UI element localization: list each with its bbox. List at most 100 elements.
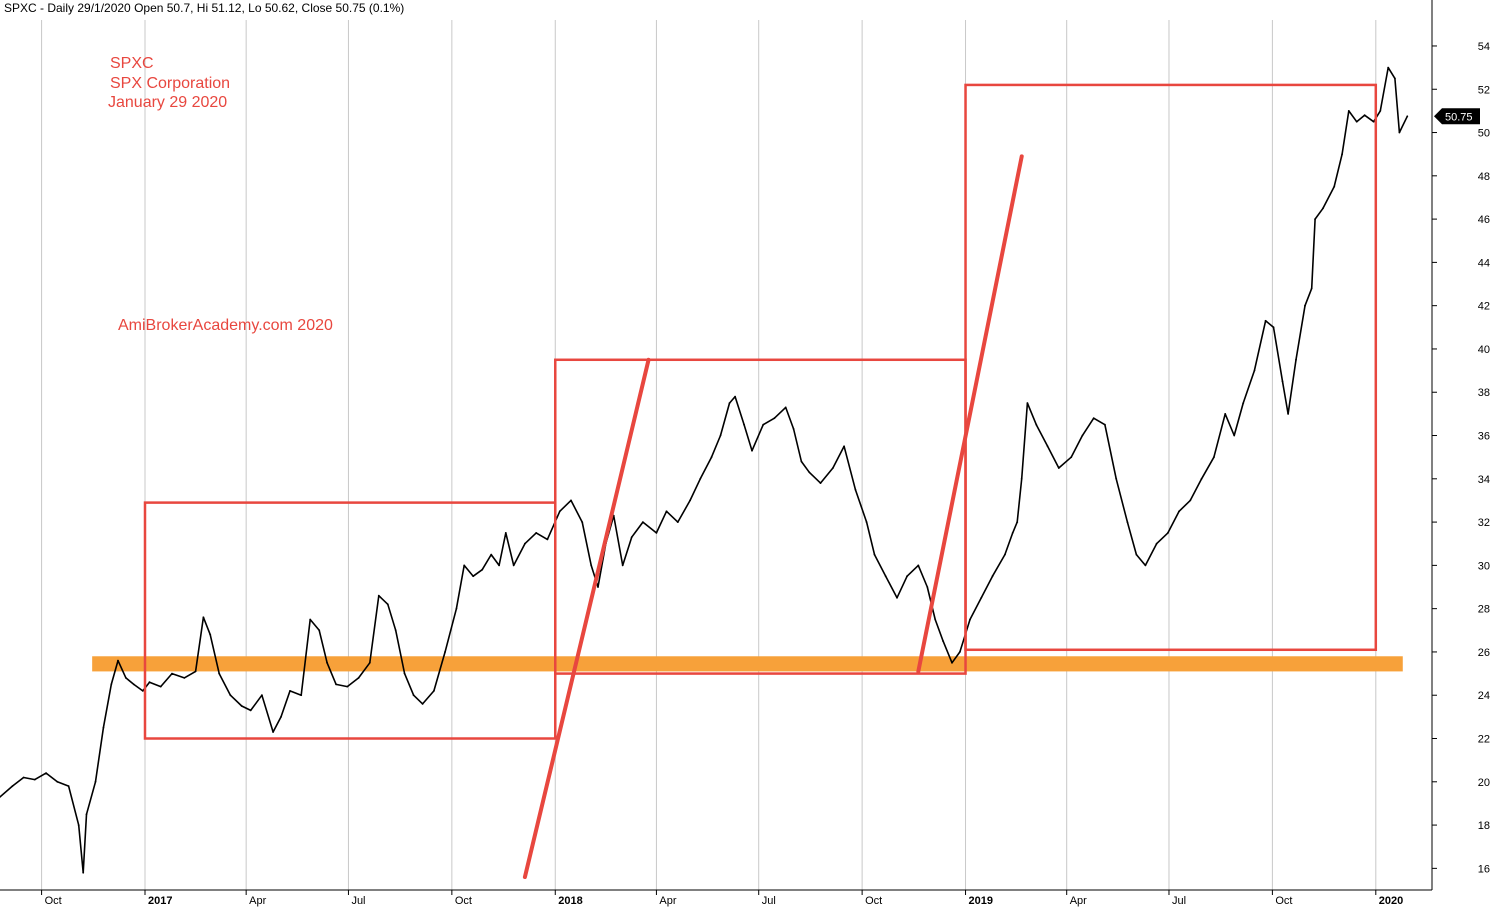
price-point [1200, 477, 1203, 480]
price-point [421, 703, 424, 705]
price-point [1016, 521, 1019, 523]
price-point [280, 716, 282, 718]
price-point [621, 564, 624, 567]
price-point [1126, 521, 1129, 523]
price-point [581, 521, 584, 523]
price-point [229, 694, 232, 697]
y-tick-label: 50 [1478, 128, 1490, 140]
price-point [1253, 369, 1256, 372]
price-point [1272, 326, 1275, 329]
price-point [117, 659, 119, 662]
price-point [472, 575, 475, 578]
price-point [403, 672, 406, 675]
price-point [689, 499, 691, 502]
price-point [33, 778, 36, 781]
price-point [926, 586, 929, 588]
price-point [980, 596, 983, 599]
price-point [1363, 114, 1366, 117]
price-point [504, 532, 507, 534]
price-point [1092, 417, 1095, 420]
price-point [249, 709, 252, 712]
price-point [699, 477, 702, 480]
company-annotation: SPX Corporation [110, 75, 230, 92]
price-point [784, 406, 787, 409]
price-point [570, 499, 572, 502]
price-point [773, 417, 776, 420]
price-point [0, 796, 1, 798]
price-point [535, 532, 538, 534]
x-tick-label: Jul [1172, 895, 1186, 907]
x-tick-label: Apr [659, 895, 676, 907]
price-point [1287, 413, 1289, 415]
price-point [377, 594, 380, 597]
price-point [289, 690, 291, 692]
price-point [710, 456, 713, 459]
price-point [969, 618, 971, 621]
price-point [335, 683, 337, 686]
price-point [67, 785, 70, 787]
price-point [1020, 477, 1023, 480]
x-tick-label: Jul [351, 895, 365, 907]
price-point [1333, 185, 1336, 188]
price-point [125, 677, 127, 679]
price-point [884, 575, 887, 578]
price-point [1387, 66, 1390, 69]
price-point [22, 776, 25, 779]
x-tick-label: 2018 [558, 895, 582, 907]
price-point [159, 685, 162, 688]
y-tick-label: 24 [1478, 690, 1490, 702]
price-point [240, 705, 243, 707]
range-box [964, 83, 1378, 652]
price-point [1035, 423, 1038, 426]
y-tick-label: 46 [1478, 214, 1490, 226]
price-point [546, 538, 549, 541]
y-tick-label: 52 [1478, 84, 1490, 96]
price-point [1398, 131, 1401, 134]
x-tick-label: 2020 [1379, 895, 1403, 907]
price-point [1178, 510, 1180, 513]
x-tick-label: Jul [762, 895, 776, 907]
price-point [655, 532, 658, 534]
price-point [1264, 319, 1267, 322]
price-point [1295, 358, 1297, 361]
price-point [728, 402, 731, 404]
trend-line [916, 154, 1024, 674]
price-point [951, 661, 953, 664]
price-point [498, 564, 500, 567]
price-point [1135, 553, 1138, 556]
price-point [1213, 456, 1215, 459]
price-point [433, 690, 435, 692]
chart-info-line: SPXC - Daily 29/1/2020 Open 50.7, Hi 51.… [4, 1, 404, 15]
price-point [762, 423, 765, 426]
last-price-tag: 50.75 [1434, 108, 1480, 125]
price-point [597, 586, 599, 588]
price-point [77, 824, 80, 826]
price-point [1304, 304, 1306, 307]
price-point [202, 616, 205, 619]
y-tick-label: 48 [1478, 171, 1490, 183]
price-point [942, 640, 944, 642]
price-point [959, 651, 961, 653]
price-point [873, 553, 876, 556]
price-point [1233, 434, 1236, 437]
price-point [1355, 120, 1358, 123]
x-tick-label: Oct [455, 895, 472, 907]
price-point [1167, 532, 1169, 534]
price-point [590, 564, 593, 567]
support-band [92, 656, 1403, 672]
price-point [357, 677, 360, 679]
x-tick-label: 2019 [969, 895, 993, 907]
price-point [808, 471, 811, 474]
price-point [490, 553, 493, 556]
price-point [843, 445, 845, 448]
price-point [82, 871, 85, 874]
price-point [412, 694, 415, 697]
support-band-layer [92, 656, 1403, 672]
price-point [1081, 434, 1084, 437]
price-point [272, 731, 274, 733]
y-tick-label: 54 [1478, 41, 1490, 53]
price-point [896, 596, 898, 599]
y-tick-label: 40 [1478, 344, 1490, 356]
y-tick-label: 22 [1478, 734, 1490, 746]
